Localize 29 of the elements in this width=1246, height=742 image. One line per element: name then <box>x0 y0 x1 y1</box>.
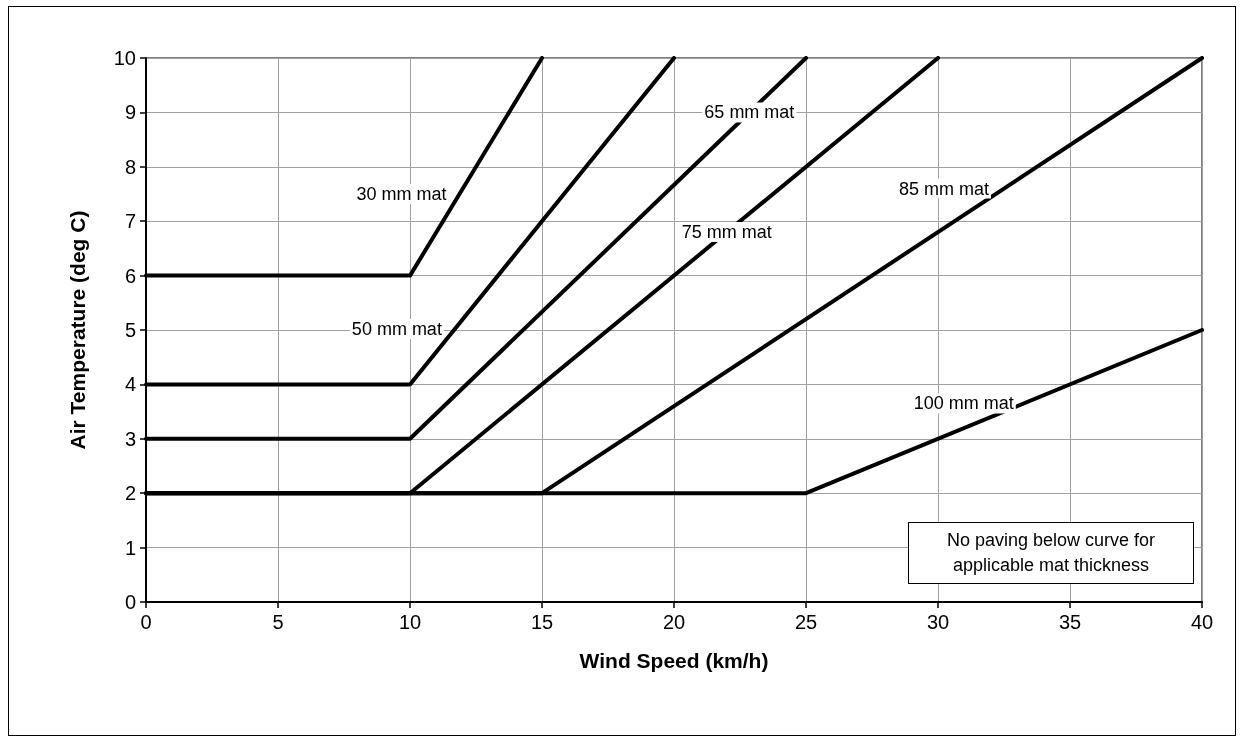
y-tick-label: 2 <box>124 482 136 505</box>
note-box: No paving below curve for applicable mat thickness <box>908 522 1194 584</box>
y-tick-label: 9 <box>124 101 136 124</box>
y-tick-label: 3 <box>124 427 136 450</box>
y-tick-label: 7 <box>124 210 136 233</box>
series-label: 85 mm mat <box>898 178 990 199</box>
x-tick-label: 0 <box>140 611 152 633</box>
x-tick-label: 10 <box>398 611 422 633</box>
series-label: 100 mm mat <box>913 393 1014 414</box>
y-tick-label: 5 <box>124 319 136 341</box>
series-label: 75 mm mat <box>681 222 772 243</box>
y-axis-title: Air Temperature (deg C) <box>66 210 89 450</box>
x-axis-title: Wind Speed (km/h) <box>579 649 769 672</box>
y-tick-label: 10 <box>113 47 136 69</box>
y-tick-label: 8 <box>124 155 136 178</box>
x-tick-label: 5 <box>272 611 284 633</box>
y-tick-label: 6 <box>124 264 136 287</box>
series-label: 65 mm mat <box>704 102 795 123</box>
series-label: 50 mm mat <box>351 318 442 339</box>
x-tick-label: 20 <box>662 611 686 633</box>
y-tick-label: 0 <box>124 591 136 613</box>
x-tick-label: 15 <box>530 611 554 633</box>
y-tick-label: 1 <box>124 536 136 559</box>
y-tick-label: 4 <box>124 373 136 396</box>
x-tick-label: 40 <box>1190 611 1214 633</box>
x-tick-label: 30 <box>926 611 950 633</box>
x-tick-label: 25 <box>794 611 818 633</box>
x-tick-label: 35 <box>1058 611 1082 633</box>
series-label: 30 mm mat <box>356 184 447 204</box>
